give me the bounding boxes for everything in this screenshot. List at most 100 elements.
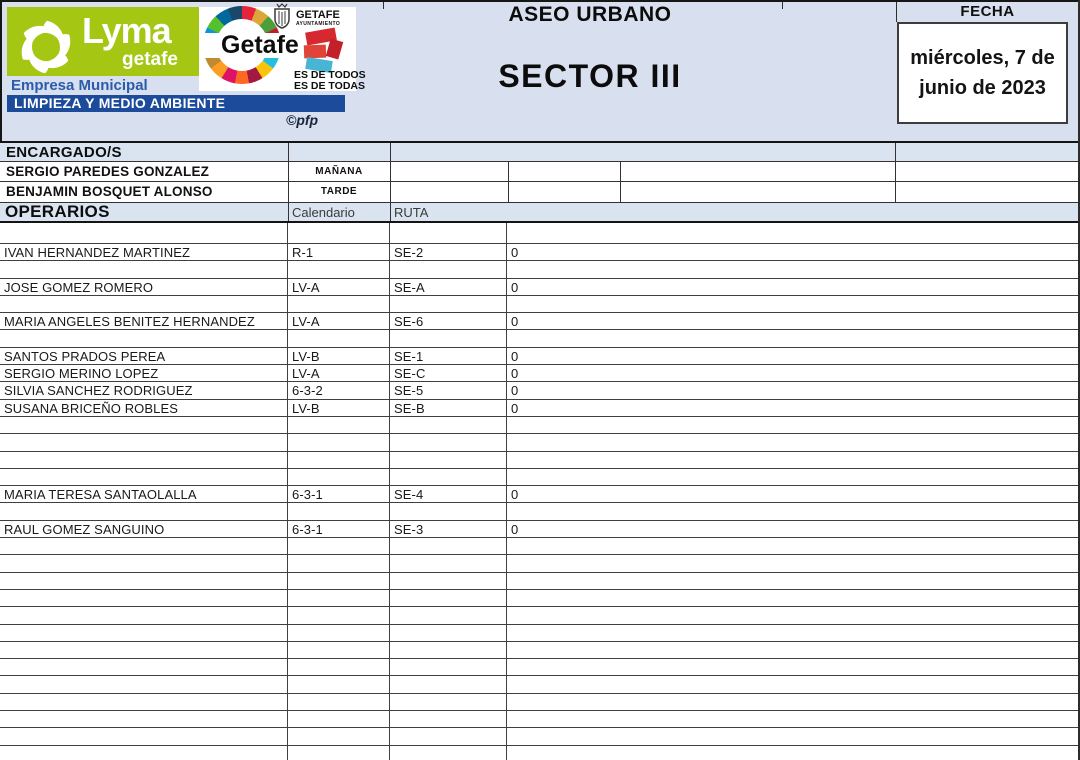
cell-value — [507, 607, 1078, 623]
empresa-municipal-label: Empresa Municipal — [11, 77, 148, 94]
table-row — [0, 538, 1078, 556]
cell-name — [0, 641, 288, 659]
operarios-section-label: OPERARIOS — [5, 202, 110, 221]
cell-ruta — [390, 468, 507, 486]
column-header-ruta: RUTA — [394, 205, 429, 220]
encargados-section-label: ENCARGADO/S — [6, 144, 122, 161]
cell-calendario — [288, 693, 390, 711]
column-header-calendario: Calendario — [292, 205, 355, 220]
table-row: SANTOS PRADOS PEREA LV-B SE-1 0 — [0, 347, 1078, 366]
cell-value: 0 — [511, 521, 519, 537]
cell-calendario — [288, 451, 390, 468]
table-row: SILVIA SANCHEZ RODRIGUEZ 6-3-2 SE-5 0 — [0, 382, 1078, 400]
table-row — [0, 693, 1078, 712]
cell-ruta: SE-3 — [390, 520, 507, 538]
cell-value: 0 — [511, 245, 519, 260]
table-row — [0, 589, 1078, 608]
cell-ruta — [390, 434, 507, 451]
cell-ruta — [390, 641, 507, 659]
cell-value: 0 — [511, 400, 519, 416]
cell-value — [507, 434, 1078, 450]
limpieza-banner-text: LIMPIEZA Y MEDIO AMBIENTE — [14, 95, 226, 111]
cell-calendario — [288, 555, 390, 572]
cell-value: 0 — [511, 366, 519, 382]
cell-ruta — [390, 745, 507, 760]
table-row — [0, 416, 1078, 435]
cell-name — [0, 295, 288, 313]
cell-ruta: SE-1 — [390, 347, 507, 365]
cell-name: MARIA ANGELES BENITEZ HERNANDEZ — [0, 313, 288, 330]
encargado-row-manana: SERGIO PAREDES GONZALEZ MAÑANA — [0, 162, 1078, 182]
table-row — [0, 223, 1078, 244]
cell-ruta — [390, 538, 507, 555]
cell-calendario: LV-A — [288, 313, 390, 330]
getafe-word-band — [203, 33, 306, 58]
getafe-slogan-line2: ES DE TODAS — [294, 80, 365, 92]
cell-name — [0, 745, 288, 760]
cell-value — [507, 452, 1078, 468]
cell-name: IVAN HERNANDEZ MARTINEZ — [0, 244, 288, 261]
cell-value — [507, 555, 1078, 571]
cell-value — [507, 503, 1078, 519]
cell-value — [507, 642, 1078, 658]
cell-name: MARIA TERESA SANTAOLALLA — [0, 486, 288, 503]
limpieza-banner: LIMPIEZA Y MEDIO AMBIENTE — [7, 95, 345, 112]
cell-calendario: 6-3-1 — [288, 520, 390, 538]
cell-name — [0, 416, 288, 434]
cell-calendario: 6-3-1 — [288, 486, 390, 503]
table-row: SUSANA BRICEÑO ROBLES LV-B SE-B 0 — [0, 399, 1078, 417]
cell-ruta — [390, 693, 507, 711]
page-border-right — [1078, 0, 1080, 760]
cell-value — [507, 711, 1078, 727]
cell-ruta — [390, 503, 507, 520]
cell-ruta: SE-5 — [390, 382, 507, 399]
cell-calendario — [288, 641, 390, 659]
cell-value — [507, 694, 1078, 710]
cell-name — [0, 434, 288, 451]
cell-calendario — [288, 624, 390, 641]
cell-ruta — [390, 711, 507, 728]
cell-ruta — [390, 728, 507, 745]
cell-value — [507, 573, 1078, 589]
cell-name: RAUL GOMEZ SANGUINO — [0, 520, 288, 538]
cell-calendario: LV-B — [288, 399, 390, 416]
table-row — [0, 261, 1078, 279]
table-row — [0, 728, 1078, 746]
fecha-label: FECHA — [960, 3, 1015, 20]
cell-calendario — [288, 589, 390, 607]
cell-calendario — [288, 711, 390, 728]
cell-value — [507, 625, 1078, 641]
cell-ruta — [390, 261, 507, 278]
cell-value — [507, 538, 1078, 554]
grid-tick — [383, 2, 384, 9]
cell-calendario: LV-B — [288, 347, 390, 365]
cell-value: 0 — [511, 487, 519, 503]
cell-ruta — [390, 589, 507, 607]
table-row: MARIA TERESA SANTAOLALLA 6-3-1 SE-4 0 — [0, 486, 1078, 504]
cell-ruta — [390, 607, 507, 624]
cell-ruta — [390, 295, 507, 313]
cell-name — [0, 503, 288, 520]
cell-value: 0 — [511, 348, 519, 364]
cell-calendario: R-1 — [288, 244, 390, 261]
credit-pfp: ©pfp — [286, 112, 319, 128]
table-row — [0, 659, 1078, 677]
date-value: miércoles, 7 de junio de 2023 — [910, 47, 1055, 99]
cell-ruta — [390, 451, 507, 468]
table-row — [0, 641, 1078, 660]
cell-value — [507, 746, 1078, 760]
cell-name — [0, 468, 288, 486]
cell-ruta — [390, 416, 507, 434]
cell-calendario — [288, 659, 390, 676]
cell-calendario — [288, 503, 390, 520]
table-row — [0, 555, 1078, 573]
cell-value — [507, 330, 1078, 346]
cell-calendario — [288, 607, 390, 624]
cell-calendario: 6-3-2 — [288, 382, 390, 399]
cell-value — [507, 659, 1078, 675]
cell-value: 0 — [511, 383, 519, 399]
cell-calendario — [288, 538, 390, 555]
lyma-swirl-icon — [21, 20, 71, 74]
cell-ruta: SE-2 — [390, 244, 507, 261]
